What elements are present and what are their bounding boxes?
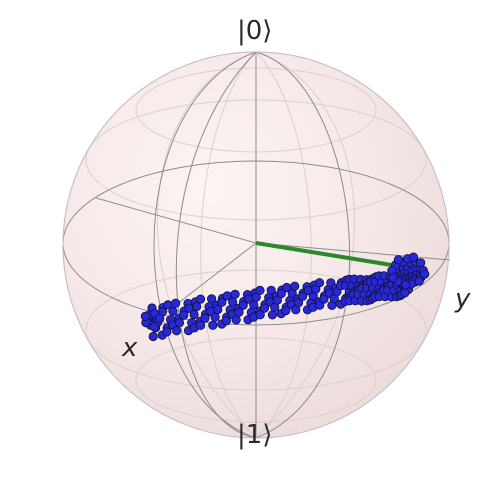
- state-point: [401, 281, 409, 289]
- state-point: [163, 328, 171, 336]
- label-y-axis: y: [455, 286, 470, 312]
- state-point: [268, 311, 276, 319]
- state-point: [394, 256, 402, 264]
- state-point: [415, 277, 423, 285]
- state-point: [232, 316, 240, 324]
- label-ket-zero: |0⟩: [237, 18, 272, 44]
- state-point: [175, 319, 183, 327]
- state-point: [421, 270, 429, 278]
- state-point: [389, 274, 397, 282]
- state-point: [149, 332, 157, 340]
- state-point: [180, 311, 188, 319]
- state-point: [201, 314, 209, 322]
- label-x-axis: x: [122, 335, 137, 361]
- state-point: [141, 312, 149, 320]
- label-ket-one: |1⟩: [237, 422, 272, 448]
- state-point: [169, 307, 177, 315]
- state-point: [172, 327, 180, 335]
- state-point: [291, 282, 299, 290]
- state-point: [150, 323, 158, 331]
- state-point: [171, 299, 179, 307]
- state-point: [401, 289, 409, 297]
- state-point: [417, 259, 425, 267]
- state-point: [409, 253, 417, 261]
- state-point: [231, 290, 239, 298]
- state-point: [190, 310, 198, 318]
- state-point: [196, 295, 204, 303]
- state-point: [315, 279, 323, 287]
- state-point: [209, 321, 217, 329]
- state-point: [211, 313, 219, 321]
- state-point: [256, 286, 264, 294]
- state-point: [156, 314, 164, 322]
